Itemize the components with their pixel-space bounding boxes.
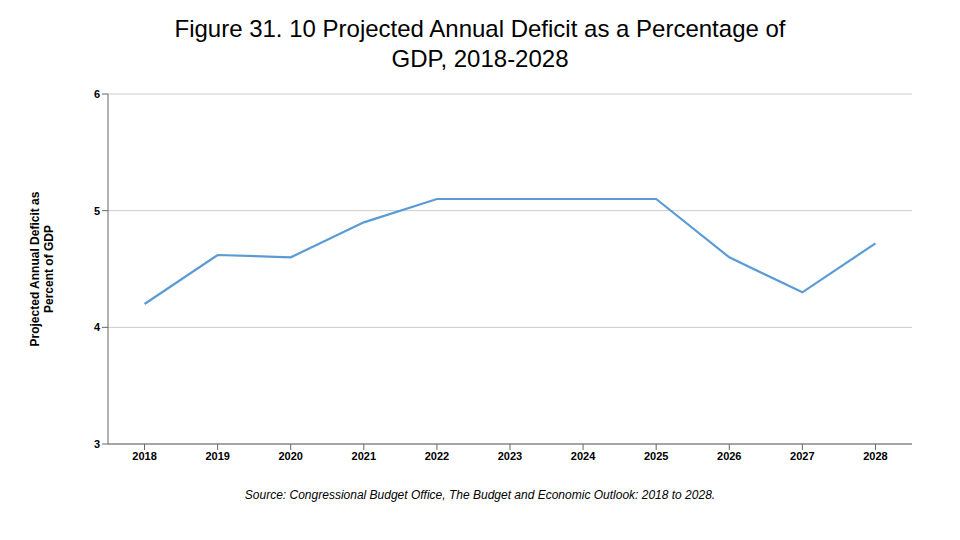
svg-text:2025: 2025 [644, 450, 668, 462]
svg-text:2023: 2023 [498, 450, 522, 462]
svg-text:4: 4 [94, 321, 101, 333]
svg-text:2024: 2024 [571, 450, 596, 462]
svg-text:Projected Annual Deficit asPer: Projected Annual Deficit asPercent of GD… [28, 191, 56, 346]
html-text:Figure 31. 10 Projected Annual: Figure 31. 10 Projected Annual Deficit a… [174, 15, 786, 42]
svg-text:2027: 2027 [790, 450, 814, 462]
svg-text:2018: 2018 [132, 450, 156, 462]
svg-text:2019: 2019 [205, 450, 229, 462]
svg-text:2021: 2021 [352, 450, 376, 462]
svg-text:2026: 2026 [717, 450, 741, 462]
html-text:Source: Congressional Budget O: Source: Congressional Budget Office, The… [244, 488, 716, 502]
html-text:GDP, 2018-2028: GDP, 2018-2028 [391, 45, 569, 72]
svg-text:2022: 2022 [425, 450, 449, 462]
svg-text:2028: 2028 [863, 450, 887, 462]
svg-text:6: 6 [94, 88, 100, 100]
svg-text:2020: 2020 [278, 450, 302, 462]
svg-text:5: 5 [94, 205, 100, 217]
svg-text:3: 3 [94, 438, 100, 450]
